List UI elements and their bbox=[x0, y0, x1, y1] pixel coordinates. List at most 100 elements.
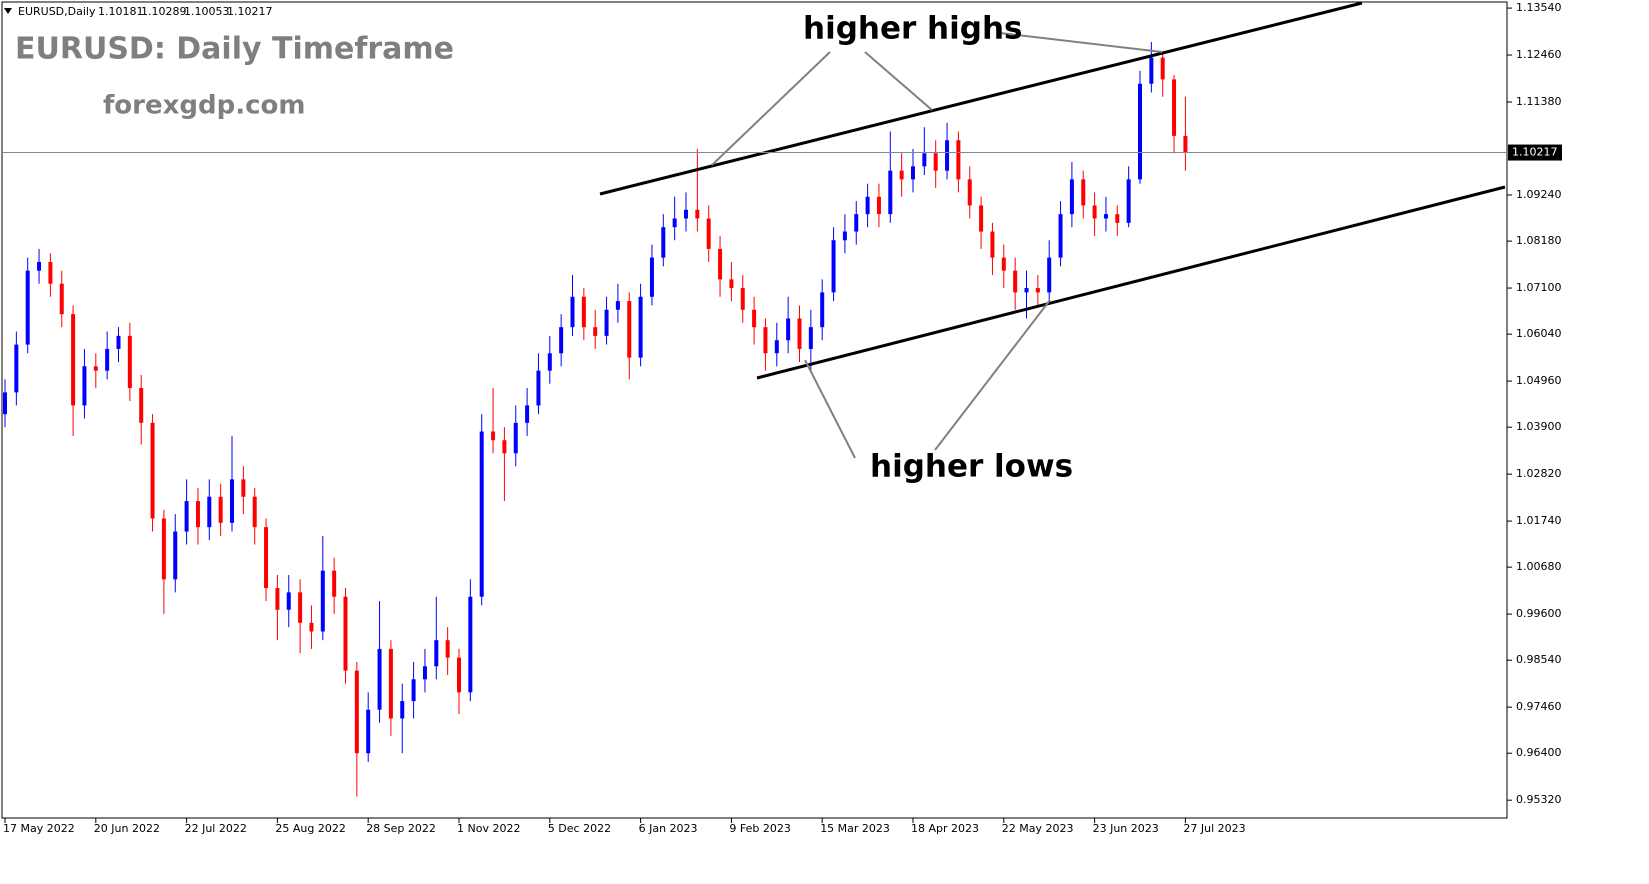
header-value: 1.10181 bbox=[98, 5, 144, 18]
x-tick-label: 25 Aug 2022 bbox=[275, 822, 345, 835]
arrow bbox=[711, 51, 831, 166]
y-tick-label: 1.00680 bbox=[1516, 560, 1562, 573]
candle-body bbox=[820, 292, 825, 328]
arrow bbox=[864, 51, 933, 111]
candle-body bbox=[1001, 257, 1006, 271]
candle-body bbox=[1172, 79, 1177, 136]
y-tick-label: 1.03900 bbox=[1516, 420, 1562, 433]
plot-frame bbox=[1, 1, 1508, 819]
candle-body bbox=[786, 318, 791, 341]
y-tick-label: 1.04960 bbox=[1516, 374, 1562, 387]
candle-body bbox=[14, 344, 19, 393]
y-tick-label: 1.01740 bbox=[1516, 514, 1562, 527]
x-tick-label: 22 May 2023 bbox=[1002, 822, 1074, 835]
y-tick-label: 0.95320 bbox=[1516, 793, 1562, 806]
candle-body bbox=[876, 196, 881, 215]
x-tick-label: 27 Jul 2023 bbox=[1183, 822, 1245, 835]
candle-body bbox=[127, 335, 132, 389]
candle-body bbox=[854, 214, 859, 232]
candle-body bbox=[37, 261, 42, 271]
candle-body bbox=[502, 440, 507, 454]
candle-body bbox=[1092, 205, 1097, 219]
candle-body bbox=[184, 501, 189, 532]
chart-subtitle: forexgdp.com bbox=[103, 91, 305, 121]
candle-body bbox=[377, 648, 382, 710]
candle-body bbox=[956, 140, 961, 180]
candle-body bbox=[513, 422, 518, 454]
candle-body bbox=[1126, 179, 1131, 223]
candle-body bbox=[911, 166, 915, 180]
last-price-label: 1.10217 bbox=[1512, 146, 1558, 159]
annotation: higher highs bbox=[803, 11, 1022, 47]
candle-body bbox=[150, 422, 155, 519]
candle-body bbox=[275, 588, 280, 610]
candle-body bbox=[684, 209, 688, 219]
candle-body bbox=[1081, 179, 1086, 206]
header-value: 1.10217 bbox=[227, 5, 273, 18]
x-tick-label: 1 Nov 2022 bbox=[457, 822, 520, 835]
candle-body bbox=[593, 327, 598, 336]
candle-body bbox=[59, 283, 64, 315]
candle-body bbox=[264, 527, 269, 589]
candle-body bbox=[82, 366, 87, 406]
candle-body bbox=[320, 570, 325, 632]
candle-body bbox=[468, 596, 473, 693]
y-tick-label: 1.11380 bbox=[1516, 95, 1562, 108]
candle-body bbox=[309, 622, 314, 632]
y-tick-label: 1.13540 bbox=[1516, 1, 1562, 14]
candle-body bbox=[1058, 214, 1063, 258]
candle-body bbox=[105, 348, 110, 371]
candle-body bbox=[706, 218, 711, 249]
x-tick-label: 5 Dec 2022 bbox=[548, 822, 611, 835]
candle-body bbox=[899, 170, 904, 180]
candle-body bbox=[343, 596, 348, 671]
candle-body bbox=[286, 592, 291, 610]
arrow bbox=[934, 299, 1051, 451]
candle-body bbox=[661, 227, 666, 258]
candle-body bbox=[332, 570, 337, 597]
lower-trendline bbox=[756, 185, 1506, 380]
candle-body bbox=[933, 153, 938, 171]
candle-body bbox=[536, 370, 541, 406]
candle-body bbox=[615, 301, 620, 310]
candle-body bbox=[139, 388, 144, 423]
symbol: EURUSD,Daily bbox=[18, 5, 96, 18]
candle-body bbox=[1047, 257, 1052, 293]
candle-body bbox=[252, 496, 257, 528]
chart-title: EURUSD: Daily Timeframe bbox=[15, 32, 454, 67]
candle-body bbox=[1183, 135, 1188, 153]
y-tick-label: 0.98540 bbox=[1516, 653, 1562, 666]
arrow bbox=[999, 32, 1163, 53]
y-tick-label: 1.02820 bbox=[1516, 467, 1562, 480]
x-tick-label: 20 Jun 2022 bbox=[94, 822, 160, 835]
y-tick-label: 1.06040 bbox=[1516, 327, 1562, 340]
y-tick-label: 1.12460 bbox=[1516, 48, 1562, 61]
candle-body bbox=[729, 279, 734, 289]
x-tick-label: 18 Apr 2023 bbox=[911, 822, 979, 835]
y-tick-label: 0.96400 bbox=[1516, 746, 1562, 759]
candle-body bbox=[1069, 179, 1074, 215]
candle-body bbox=[218, 496, 223, 523]
candle-body bbox=[990, 231, 995, 258]
candle-body bbox=[1138, 83, 1142, 180]
candle-body bbox=[195, 501, 200, 528]
y-tick-label: 0.99600 bbox=[1516, 607, 1562, 620]
candle-body bbox=[422, 666, 427, 680]
candle-body bbox=[400, 701, 405, 719]
x-tick-label: 9 Feb 2023 bbox=[729, 822, 790, 835]
candle-body bbox=[93, 366, 98, 371]
candle-body bbox=[411, 679, 416, 702]
candle-body bbox=[922, 153, 927, 167]
candle-body bbox=[570, 296, 575, 328]
candle-body bbox=[979, 205, 984, 232]
candle-body bbox=[888, 170, 893, 215]
candle-body bbox=[740, 288, 745, 310]
candle-body bbox=[491, 431, 496, 441]
candle-body bbox=[241, 479, 246, 497]
header-value: 1.10289 bbox=[141, 5, 187, 18]
candle-body bbox=[1160, 57, 1165, 80]
candle-body bbox=[774, 340, 779, 354]
candle-body bbox=[366, 709, 371, 754]
